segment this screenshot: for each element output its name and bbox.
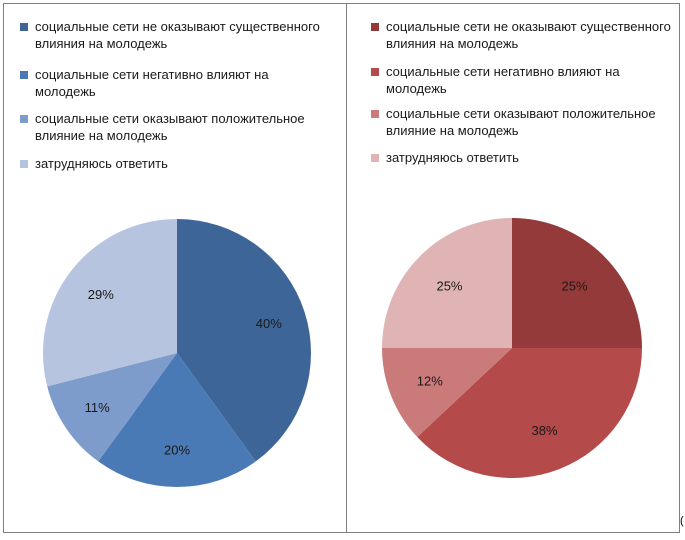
legend-swatch — [20, 115, 28, 123]
slice-label: 25% — [561, 278, 587, 293]
legend-swatch — [20, 160, 28, 168]
slice-label: 40% — [256, 316, 282, 331]
legend-item-negative: социальные сети негативно влияют на моло… — [20, 66, 320, 100]
legend-label: социальные сети оказывают положительное … — [386, 106, 656, 138]
slice-label: 25% — [436, 278, 462, 293]
legend-item-negative: социальные сети негативно влияют на моло… — [371, 63, 671, 97]
legend-swatch — [371, 154, 379, 162]
pie-chart-left: 40% 20% 11% 29% — [43, 219, 311, 487]
legend-item-no-influence: социальные сети не оказывают существенно… — [20, 18, 320, 52]
slice-label: 29% — [88, 287, 114, 302]
legend-swatch — [371, 23, 379, 31]
legend-swatch — [20, 23, 28, 31]
legend-label: социальные сети не оказывают существенно… — [386, 19, 671, 51]
chart-panel-right: социальные сети не оказывают существенно… — [346, 3, 680, 533]
legend-swatch — [371, 68, 379, 76]
pie-slice — [43, 219, 177, 387]
legend-item-undecided: затрудняюсь ответить — [371, 149, 671, 166]
pie-slice — [47, 353, 178, 462]
pie-slice — [98, 353, 256, 487]
chart-panel-left: социальные сети не оказывают существенно… — [3, 3, 346, 533]
legend-label: социальные сети оказывают положительное … — [35, 111, 305, 143]
stray-mark: ( — [680, 515, 684, 527]
pie-slice — [417, 348, 642, 478]
legend-swatch — [371, 110, 379, 118]
slice-label: 38% — [532, 423, 558, 438]
pie-slice — [177, 219, 311, 462]
legend-item-no-influence: социальные сети не оказывают существенно… — [371, 18, 671, 52]
legend-label: затрудняюсь ответить — [35, 156, 168, 171]
legend-label: социальные сети негативно влияют на моло… — [386, 64, 620, 96]
legend-item-positive: социальные сети оказывают положительное … — [20, 110, 320, 144]
legend-label: затрудняюсь ответить — [386, 150, 519, 165]
pie-slice — [512, 218, 642, 348]
legend-swatch — [20, 71, 28, 79]
pie-slice — [382, 348, 512, 437]
legend-item-undecided: затрудняюсь ответить — [20, 155, 320, 172]
legend-label: социальные сети не оказывают существенно… — [35, 19, 320, 51]
slice-label: 20% — [164, 442, 190, 457]
slice-label: 12% — [417, 374, 443, 389]
pie-chart-right: 25% 38% 12% 25% — [382, 218, 642, 478]
legend-label: социальные сети негативно влияют на моло… — [35, 67, 269, 99]
legend-item-positive: социальные сети оказывают положительное … — [371, 105, 671, 139]
pie-slice — [382, 218, 512, 348]
slice-label: 11% — [85, 400, 110, 415]
